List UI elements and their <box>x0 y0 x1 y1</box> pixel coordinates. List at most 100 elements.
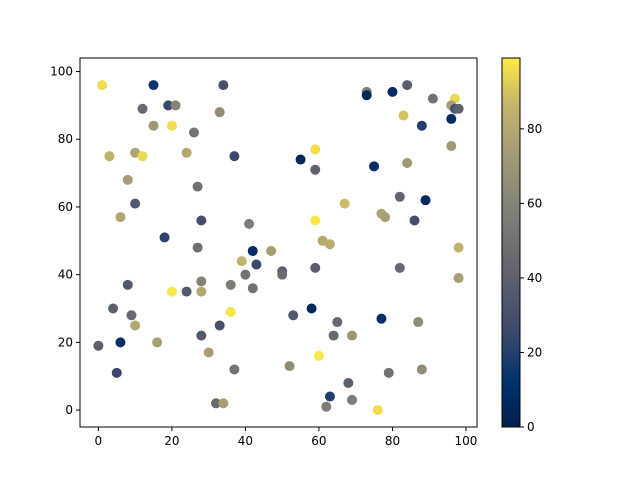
x-axis: 0 20 40 60 80 100 <box>95 427 477 448</box>
data-point <box>416 120 427 131</box>
data-point <box>369 161 380 172</box>
data-point <box>284 361 295 372</box>
data-point <box>453 103 464 114</box>
data-point <box>247 245 258 256</box>
y-tick-label: 40 <box>58 268 73 282</box>
data-point <box>192 242 203 253</box>
data-point <box>413 317 424 328</box>
data-point <box>295 154 306 165</box>
data-point <box>277 269 288 280</box>
data-point <box>240 269 251 280</box>
y-tick-label: 0 <box>65 403 73 417</box>
data-point <box>196 286 207 297</box>
data-point <box>225 306 236 317</box>
x-tick-label: 60 <box>311 434 326 448</box>
y-tick-label: 100 <box>50 65 73 79</box>
data-point <box>347 330 358 341</box>
data-point <box>310 215 321 226</box>
y-axis: 0 20 40 60 80 100 <box>50 65 80 417</box>
x-tick-label: 80 <box>385 434 400 448</box>
data-point <box>214 320 225 331</box>
data-point <box>203 347 214 358</box>
data-point <box>115 212 126 223</box>
y-tick-label: 20 <box>58 335 73 349</box>
colorbar-tick-label: 0 <box>527 420 535 434</box>
data-point <box>361 90 372 101</box>
data-point <box>244 218 255 229</box>
data-point <box>347 394 358 405</box>
data-point <box>402 80 413 91</box>
data-point <box>111 367 122 378</box>
data-point <box>108 303 119 314</box>
data-point <box>339 198 350 209</box>
data-point <box>137 103 148 114</box>
data-point <box>394 262 405 273</box>
data-point <box>409 215 420 226</box>
colorbar-ticks: 0 20 40 60 80 <box>520 122 542 434</box>
data-point <box>130 320 141 331</box>
data-point <box>196 215 207 226</box>
data-point <box>387 86 398 97</box>
data-point <box>188 127 199 138</box>
plot-area <box>79 57 478 428</box>
data-point <box>288 310 299 321</box>
data-point <box>251 259 262 270</box>
data-point <box>152 337 163 348</box>
data-point <box>126 310 137 321</box>
data-point <box>324 391 335 402</box>
data-point <box>225 279 236 290</box>
data-point <box>181 286 192 297</box>
data-point <box>328 330 339 341</box>
data-point <box>394 191 405 202</box>
data-point <box>310 262 321 273</box>
data-point <box>398 110 409 121</box>
x-tick-label: 40 <box>238 434 253 448</box>
data-point <box>93 340 104 351</box>
x-tick-label: 20 <box>164 434 179 448</box>
data-point <box>211 398 222 409</box>
data-point <box>306 303 317 314</box>
data-point <box>130 198 141 209</box>
data-point <box>229 364 240 375</box>
colorbar-tick-label: 20 <box>527 345 542 359</box>
data-point <box>446 141 457 152</box>
data-point <box>192 181 203 192</box>
data-point <box>310 144 321 155</box>
data-point <box>115 337 126 348</box>
data-point <box>181 147 192 158</box>
colorbar-tick-label: 40 <box>527 271 542 285</box>
data-point <box>380 212 391 223</box>
data-point <box>166 286 177 297</box>
colorbar-tick-label: 60 <box>527 196 542 210</box>
data-point <box>148 80 159 91</box>
data-point <box>310 164 321 175</box>
colorbar-tick-label: 80 <box>527 122 542 136</box>
data-point <box>148 120 159 131</box>
data-point <box>266 245 277 256</box>
data-points <box>93 80 464 416</box>
data-point <box>218 80 229 91</box>
data-point <box>104 151 115 162</box>
data-point <box>122 174 133 185</box>
data-point <box>321 401 332 412</box>
data-point <box>247 283 258 294</box>
colorbar: 0 20 40 60 80 <box>501 57 542 434</box>
data-point <box>214 107 225 118</box>
data-point <box>137 151 148 162</box>
data-point <box>97 80 108 91</box>
data-point <box>218 398 229 409</box>
data-point <box>122 279 133 290</box>
data-point <box>332 317 343 328</box>
data-point <box>229 151 240 162</box>
data-point <box>166 120 177 131</box>
data-point <box>196 276 207 287</box>
data-point <box>372 405 383 416</box>
data-point <box>453 242 464 253</box>
data-point <box>402 157 413 168</box>
data-point <box>170 100 181 111</box>
data-point <box>343 377 354 388</box>
plot-frame <box>79 57 478 428</box>
data-point <box>324 239 335 250</box>
x-tick-label: 0 <box>95 434 103 448</box>
